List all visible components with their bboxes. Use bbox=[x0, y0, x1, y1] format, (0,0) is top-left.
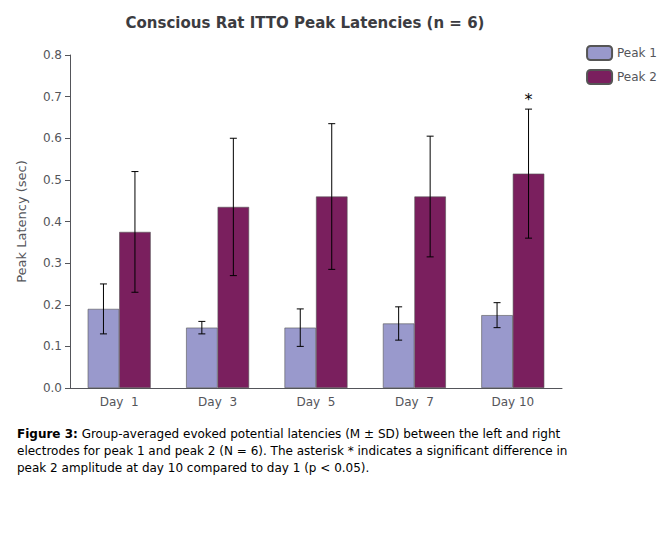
svg-text:Day 7: Day 7 bbox=[395, 395, 434, 409]
svg-text:Peak Latency (sec): Peak Latency (sec) bbox=[14, 160, 29, 283]
svg-text:Day 5: Day 5 bbox=[297, 395, 336, 409]
svg-text:0.6: 0.6 bbox=[43, 131, 62, 145]
svg-text:Peak 1: Peak 1 bbox=[617, 46, 657, 60]
svg-text:0.0: 0.0 bbox=[43, 381, 62, 395]
svg-text:0.1: 0.1 bbox=[43, 339, 62, 353]
svg-text:0.2: 0.2 bbox=[43, 298, 62, 312]
svg-text:peak 2 amplitude at day 10 com: peak 2 amplitude at day 10 compared to d… bbox=[17, 461, 369, 475]
svg-text:0.5: 0.5 bbox=[43, 173, 62, 187]
svg-text:Day 1: Day 1 bbox=[100, 395, 139, 409]
svg-text:Group-averaged evoked potentia: Group-averaged evoked potential latencie… bbox=[78, 427, 561, 441]
svg-text:*: * bbox=[525, 90, 533, 109]
svg-text:0.7: 0.7 bbox=[43, 90, 62, 104]
svg-text:0.4: 0.4 bbox=[43, 215, 62, 229]
svg-text:Day 10: Day 10 bbox=[491, 395, 534, 409]
svg-text:Figure 3:: Figure 3: bbox=[17, 427, 78, 441]
svg-text:electrodes for peak 1 and peak: electrodes for peak 1 and peak 2 (N = 6)… bbox=[17, 444, 567, 458]
svg-text:Conscious Rat ITTO Peak Latenc: Conscious Rat ITTO Peak Latencies (n = 6… bbox=[126, 14, 485, 32]
svg-text:Peak 2: Peak 2 bbox=[617, 70, 657, 84]
svg-text:0.3: 0.3 bbox=[43, 256, 62, 270]
svg-text:Day 3: Day 3 bbox=[198, 395, 237, 409]
svg-text:0.8: 0.8 bbox=[43, 48, 62, 62]
